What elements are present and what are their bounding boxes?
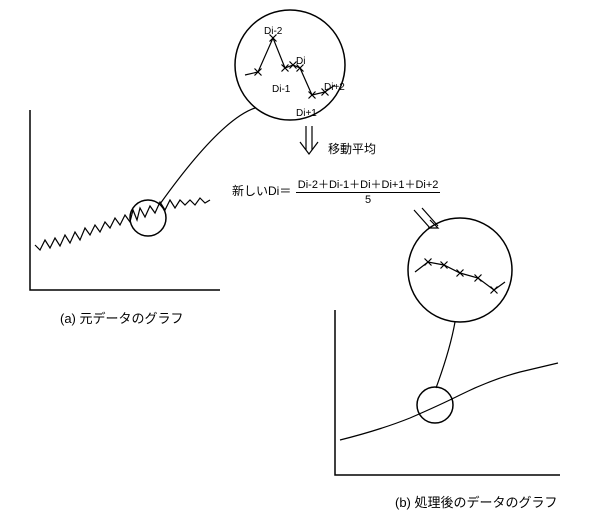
- zoom-b-arrow-in-icon: [414, 208, 438, 228]
- pt-label-im2: Di-2: [264, 26, 282, 37]
- caption-a: (a) 元データのグラフ: [60, 308, 184, 327]
- zoom-b-detail-line: [415, 262, 505, 290]
- caption-b: (b) 処理後のデータのグラフ: [395, 492, 558, 511]
- pt-label-im1: Di-1: [272, 84, 290, 95]
- pt-label-ip1: Di+1: [296, 108, 317, 119]
- pt-label-ip2: Di+2: [324, 82, 345, 93]
- zoom-b-circle: [408, 218, 512, 322]
- zoom-b-connector: [436, 322, 455, 388]
- pt-label-i: Di: [296, 56, 305, 67]
- zoom-b: [0, 0, 600, 517]
